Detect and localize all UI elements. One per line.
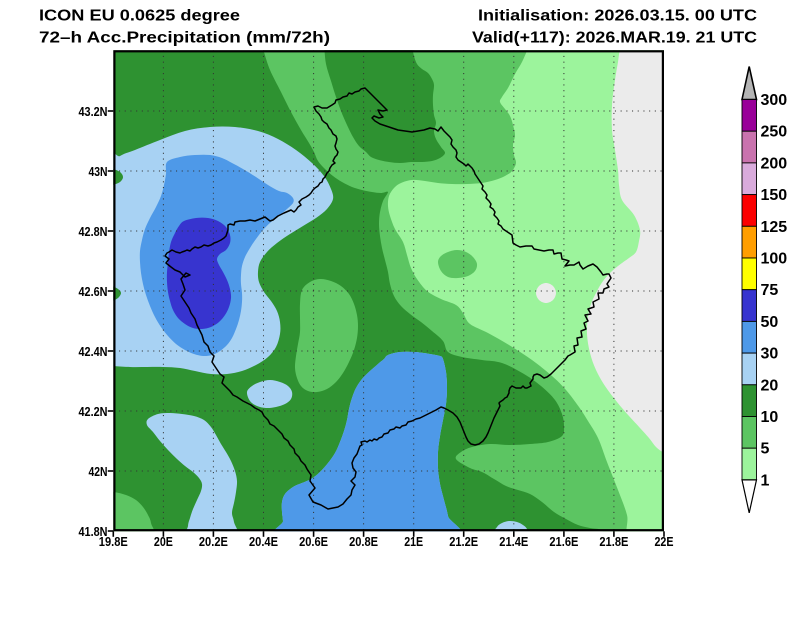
- svg-text:42.6N: 42.6N: [79, 284, 108, 299]
- svg-text:50: 50: [761, 314, 779, 331]
- svg-text:43N: 43N: [89, 164, 108, 179]
- svg-text:21.8E: 21.8E: [599, 534, 628, 549]
- svg-text:20.4E: 20.4E: [249, 534, 278, 549]
- svg-text:300: 300: [761, 92, 788, 109]
- svg-text:250: 250: [761, 124, 788, 141]
- svg-text:42N: 42N: [89, 464, 108, 479]
- svg-text:Initialisation: 2026.03.15. 00: Initialisation: 2026.03.15. 00 UTC: [478, 8, 757, 25]
- svg-text:20.8E: 20.8E: [349, 534, 378, 549]
- svg-text:22E: 22E: [655, 534, 674, 549]
- svg-text:20.2E: 20.2E: [199, 534, 228, 549]
- svg-text:5: 5: [761, 441, 770, 458]
- svg-text:21.6E: 21.6E: [549, 534, 578, 549]
- svg-text:21.2E: 21.2E: [449, 534, 478, 549]
- svg-text:10: 10: [761, 409, 779, 426]
- svg-text:41.8N: 41.8N: [79, 524, 108, 539]
- svg-text:30: 30: [761, 346, 779, 363]
- svg-text:20: 20: [761, 377, 779, 394]
- svg-text:42.8N: 42.8N: [79, 224, 108, 239]
- svg-text:20E: 20E: [154, 534, 173, 549]
- svg-text:19.8E: 19.8E: [99, 534, 128, 549]
- svg-text:150: 150: [761, 187, 788, 204]
- svg-text:21E: 21E: [404, 534, 423, 549]
- svg-text:43.2N: 43.2N: [79, 104, 108, 119]
- svg-text:21.4E: 21.4E: [499, 534, 528, 549]
- svg-text:ICON EU 0.0625 degree: ICON EU 0.0625 degree: [39, 8, 240, 25]
- svg-text:200: 200: [761, 155, 788, 172]
- svg-text:1: 1: [761, 472, 770, 489]
- svg-text:100: 100: [761, 251, 788, 268]
- svg-text:42.2N: 42.2N: [79, 404, 108, 419]
- svg-text:20.6E: 20.6E: [299, 534, 328, 549]
- svg-text:125: 125: [761, 219, 788, 236]
- svg-text:Valid(+117): 2026.MAR.19. 21 U: Valid(+117): 2026.MAR.19. 21 UTC: [472, 30, 757, 47]
- svg-text:42.4N: 42.4N: [79, 344, 108, 359]
- svg-text:72–h Acc.Precipitation (mm/72h: 72–h Acc.Precipitation (mm/72h): [39, 30, 330, 47]
- svg-text:75: 75: [761, 282, 779, 299]
